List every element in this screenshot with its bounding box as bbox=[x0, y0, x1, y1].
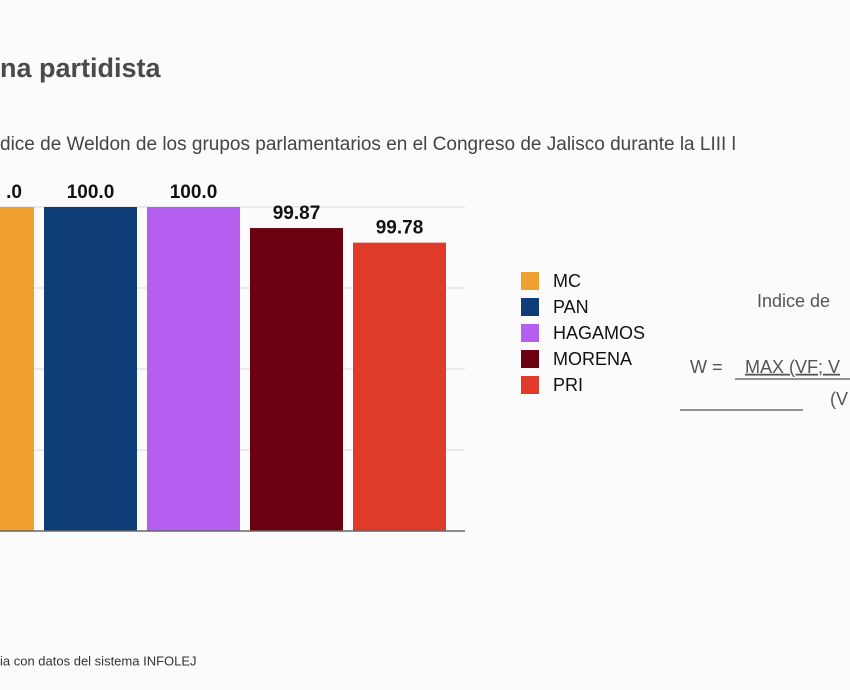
legend-label: MORENA bbox=[553, 349, 632, 369]
formula-numerator: MAX (VF; V bbox=[745, 357, 840, 377]
formula-lhs: W = bbox=[690, 357, 723, 377]
value-label: 99.78 bbox=[376, 218, 424, 239]
bar bbox=[250, 228, 343, 531]
value-label: 99.87 bbox=[273, 203, 321, 224]
title: na partidista bbox=[0, 53, 162, 83]
bar bbox=[353, 242, 446, 531]
legend-swatch bbox=[521, 298, 539, 316]
legend-label: MC bbox=[553, 271, 581, 291]
legend-swatch bbox=[521, 272, 539, 290]
bar bbox=[147, 207, 240, 531]
value-label: 100.0 bbox=[67, 182, 115, 203]
formula-denominator: (V bbox=[830, 389, 848, 409]
footer: ia con datos del sistema INFOLEJ bbox=[0, 653, 197, 668]
legend-swatch bbox=[521, 324, 539, 342]
legend-swatch bbox=[521, 376, 539, 394]
formula-heading: Indice de bbox=[757, 291, 830, 311]
legend-label: PAN bbox=[553, 297, 589, 317]
legend-label: PRI bbox=[553, 375, 583, 395]
subtitle: dice de Weldon de los grupos parlamentar… bbox=[0, 134, 736, 155]
value-label: .0 bbox=[6, 182, 22, 203]
legend-label: HAGAMOS bbox=[553, 323, 645, 343]
bar bbox=[44, 207, 137, 531]
value-label: 100.0 bbox=[170, 182, 218, 203]
legend-swatch bbox=[521, 350, 539, 368]
bar bbox=[0, 207, 34, 531]
